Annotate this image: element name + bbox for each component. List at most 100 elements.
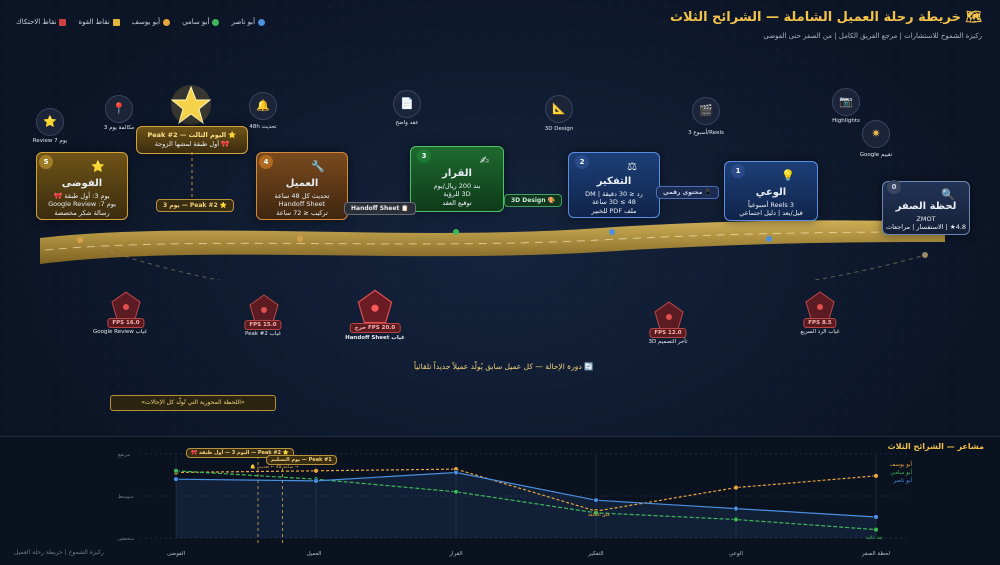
legend-item: أبو يوسف (132, 18, 171, 26)
data-point (593, 497, 599, 503)
stage-line: رسالة شكر مخصصة (54, 209, 110, 218)
data-point (313, 478, 319, 484)
pain-label: غياب الرد السريع (800, 329, 840, 335)
stage-line: توقيع العقد (442, 199, 472, 208)
pain-label: غياب Peak #2 (244, 331, 282, 337)
chart-peak-label: ⭐ Peak #2 — اليوم 3 — أول طبقة 🎀 (186, 448, 295, 458)
marker-label: Reels/أسبوع 3 (688, 130, 724, 136)
legend-item: أبو سامي (182, 18, 220, 26)
referral-loop-text: 🔄 دورة الإحالة — كل عميل سابق يُولّد عمي… (414, 362, 594, 371)
marker-label: Highlights (832, 118, 860, 124)
legend-dot-icon (163, 18, 171, 26)
bell-icon[interactable]: 🔔 (249, 92, 277, 120)
data-point (173, 468, 179, 474)
stage-line: 3D للرؤية (443, 190, 471, 199)
emotion-panel-title: مشاعر — الشرائح الثلاث (887, 442, 984, 451)
peak-card: ⭐ اليوم الثالث — Peak #2 🎀 أول طبقة لمشه… (136, 126, 248, 154)
marker-label: عقد واضح (395, 120, 419, 126)
wrench-icon: 🔧 (311, 160, 325, 173)
pivotal-moment-box: «اللحظة المحورية التي تُولّد كل الإحالات… (110, 395, 276, 411)
peak-card-title: ⭐ اليوم الثالث — Peak #2 (147, 131, 237, 139)
writing-hand-icon: ✍ (479, 154, 489, 167)
pin-icon[interactable]: 📍 (105, 95, 133, 123)
emotion-panel (0, 436, 1000, 565)
digital-content-tag: 📱 محتوى رقمي (656, 186, 719, 199)
data-point (593, 510, 599, 516)
stage-number-badge: 2 (575, 155, 589, 169)
peak-connector (191, 152, 193, 198)
document-icon[interactable]: 📄 (393, 90, 421, 118)
legend-item: نقاط القوة (78, 18, 120, 26)
marker-label: 3D Design (544, 126, 574, 132)
stage-line: يوم 3: أول طبقة 🎀 (54, 191, 110, 200)
stage-name: القرار (442, 168, 472, 179)
data-point (873, 514, 879, 520)
series-label: أبو ناصر (893, 478, 912, 484)
legend-square-icon (59, 18, 67, 26)
pain-fps-badge: FPS 8.5 (803, 318, 837, 328)
stage-line: قبل/بعد | دليل اجتماعي (739, 209, 803, 218)
x-label: لحظة الصفر (861, 551, 891, 557)
stage-card-consideration[interactable]: 2 ⚖ التفكير رد ≤ 30 دقيقة | DM 3D ≤ 48 س… (568, 152, 660, 218)
stage-line: يوم 7: Google Review (48, 200, 116, 209)
stage-card-decision[interactable]: 3 ✍ القرار بند 200 ريال/يوم 3D للرؤية تو… (410, 146, 504, 212)
stage-line: 4.8★ | الاستفسار | مراجعات (885, 223, 967, 232)
star-icon: ⭐ (91, 160, 105, 173)
data-point (733, 484, 739, 491)
legend-label: نقاط الاحتكاك (16, 18, 57, 26)
stage-name: لحظة الصفر (895, 201, 957, 212)
lightbulb-icon: 💡 (781, 169, 795, 182)
stage-number-badge: 0 (887, 180, 901, 194)
series-label: أبو سامي (890, 470, 912, 476)
pain-label: غياب Handoff Sheet (345, 335, 405, 341)
stage-card-awareness[interactable]: 1 💡 الوعي 3 Reels أسبوعياً قبل/بعد | دلي… (724, 161, 818, 221)
legend-square-icon (112, 18, 120, 26)
sparkle-icon[interactable]: ✷ (862, 120, 890, 148)
data-point (733, 516, 739, 523)
chart-peak-label: Peak #1 — يوم التسليم (266, 455, 337, 465)
series-line (175, 471, 877, 518)
data-point (873, 473, 879, 479)
stage-line: رد ≤ 30 دقيقة | DM (585, 189, 643, 198)
pain-fps-badge: FPS 20.0 حرج (349, 323, 401, 333)
stage-card-chaos[interactable]: 5 ⭐ الفوضى يوم 3: أول طبقة 🎀 يوم 7: Goog… (36, 152, 128, 220)
pain-fps-badge: FPS 12.0 (649, 328, 687, 338)
series-area (176, 472, 876, 538)
stage-line: تحديث كل 48 ساعة (274, 191, 330, 200)
stage-line: 3D ≤ 48 ساعة (592, 198, 636, 207)
x-label: التفكير (588, 551, 604, 557)
data-point (173, 476, 179, 482)
stage-line: تركيب ≤ 72 ساعة (276, 209, 328, 218)
stage-number-badge: 3 (417, 149, 431, 163)
star-icon[interactable]: ⭐ (36, 108, 64, 136)
x-label: الوعي (729, 551, 743, 557)
stage-line: ZMOT (916, 214, 936, 223)
stage-name: الفوضى (61, 178, 103, 189)
legend-label: نقاط القوة (78, 18, 110, 26)
legend-label: أبو ناصر (231, 18, 256, 26)
page-subtitle: ركيزة الشموخ للاستشارات | مرجع الفريق ال… (763, 32, 982, 40)
scales-icon: ⚖ (627, 160, 637, 173)
legend-dot-icon (212, 18, 220, 26)
stage-line: ملف PDF للخبير (591, 207, 637, 216)
x-label: الفوضى (166, 551, 186, 557)
stage-line: 3 Reels أسبوعياً (747, 200, 795, 209)
pain-label: تأخر التصميم 3D (648, 339, 688, 345)
marker-label: تقييم Google (859, 152, 893, 158)
stage-number-badge: 4 (259, 155, 273, 169)
clapper-icon[interactable]: 🎬 (692, 97, 720, 125)
series-label: أبو يوسف (889, 462, 912, 468)
peak-tag: ⭐ Peak #2 — يوم 3 (156, 199, 235, 212)
marker-label: تحديث 48h (249, 124, 277, 130)
ruler-icon[interactable]: 📐 (545, 95, 573, 123)
camera-icon[interactable]: 📷 (832, 88, 860, 116)
legend-item: أبو ناصر (231, 18, 266, 26)
stage-card-client[interactable]: 4 🔧 العميل تحديث كل 48 ساعة Handoff Shee… (256, 152, 348, 220)
handoff-tag: 📋 Handoff Sheet (344, 202, 416, 215)
journey-road (40, 220, 946, 280)
marker-label: مكالمة يوم 3 (103, 125, 135, 131)
stage-card-zero[interactable]: 0 🔍 لحظة الصفر ZMOT 4.8★ | الاستفسار | م… (882, 180, 970, 235)
series-line (175, 470, 877, 531)
chart-note: قلق التكلفة (588, 513, 610, 518)
data-point (733, 505, 739, 512)
